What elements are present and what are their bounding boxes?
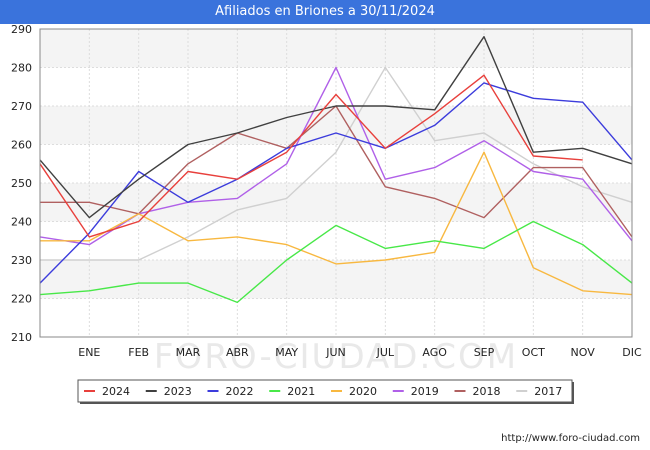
series-line-2021 (39, 220, 633, 304)
x-tick-label: ABR (226, 346, 249, 359)
legend-label-2017: 2017 (534, 385, 562, 398)
legend-box (77, 379, 573, 403)
y-tick-label: 290 (11, 23, 32, 36)
legend-label-2021: 2021 (287, 385, 315, 398)
x-tick-label: AGO (422, 346, 447, 359)
x-tick-label: JUL (376, 346, 395, 359)
y-tick-label: 260 (11, 139, 32, 152)
x-tick-label: JUN (325, 346, 346, 359)
x-tick-label: MAR (176, 346, 201, 359)
series-layer (39, 36, 633, 304)
legend-label-2018: 2018 (473, 385, 501, 398)
x-tick-label: DIC (622, 346, 642, 359)
legend-label-2020: 2020 (349, 385, 377, 398)
series-line-2023 (39, 36, 633, 219)
y-tick-label: 230 (11, 254, 32, 267)
x-tick-label: SEP (474, 346, 495, 359)
axis-layer: 210 220 230 240 250 260 270 280 290 ENE FEB MAR ABR M… (11, 23, 642, 359)
series-line-2017 (40, 66, 633, 261)
watermark-text: FORO-CIUDAD.COM (154, 337, 518, 377)
legend-label-2022: 2022 (226, 385, 254, 398)
legend: 2024 2023 2022 2021 2020 2019 2018 2017 (77, 379, 574, 404)
x-tick-label: MAY (275, 346, 298, 359)
x-tick-label: NOV (571, 346, 596, 359)
plot-border (39, 28, 633, 338)
y-tick-label: 250 (11, 177, 32, 190)
x-tick-label: ENE (78, 346, 100, 359)
chart-title: Afiliados en Briones a 30/11/2024 (0, 0, 650, 24)
legend-label-2024: 2024 (102, 385, 130, 398)
y-tick-label: 280 (11, 62, 32, 75)
y-tick-label: 220 (11, 293, 32, 306)
y-tick-label: 240 (11, 216, 32, 229)
y-tick-label: 210 (11, 331, 32, 344)
x-tick-label: FEB (128, 346, 149, 359)
series-line-2022 (39, 82, 633, 284)
watermark-layer: FORO-CIUDAD.COM (154, 337, 518, 377)
legend-label-2019: 2019 (411, 385, 439, 398)
y-tick-label: 270 (11, 100, 32, 113)
x-tick-label: OCT (522, 346, 545, 359)
series-line-2024 (39, 74, 583, 238)
series-line-2020 (40, 151, 633, 296)
source-url[interactable]: http://www.foro-ciudad.com (501, 433, 640, 444)
legend-label-2023: 2023 (164, 385, 192, 398)
